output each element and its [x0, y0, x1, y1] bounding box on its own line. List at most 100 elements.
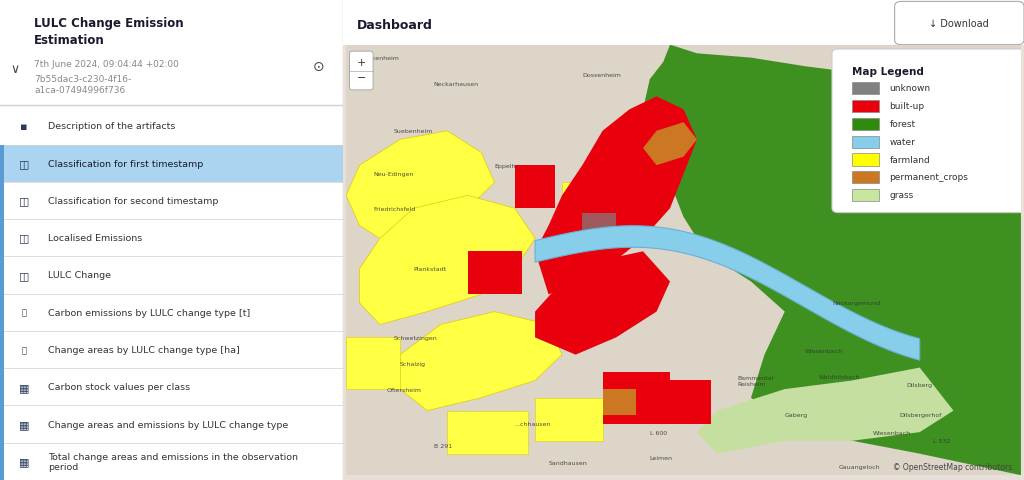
Text: L 532: L 532 [933, 438, 950, 444]
Polygon shape [643, 46, 1021, 475]
Text: © OpenStreetMap contributors.: © OpenStreetMap contributors. [893, 462, 1014, 471]
Text: Dashboard: Dashboard [356, 19, 432, 32]
Text: Carbon stock values per class: Carbon stock values per class [48, 383, 190, 392]
Polygon shape [346, 132, 495, 239]
Text: ◫: ◫ [18, 233, 30, 243]
Bar [852, 154, 880, 166]
Text: unknown: unknown [889, 84, 931, 93]
Polygon shape [562, 252, 643, 325]
Bar [468, 252, 521, 295]
Bar [852, 136, 880, 148]
Bar [602, 372, 670, 424]
Text: +: + [357, 58, 367, 68]
Text: grass: grass [889, 191, 913, 200]
Bar [852, 83, 880, 95]
Text: Sandhausen: Sandhausen [549, 460, 588, 465]
Text: Oftersheim: Oftersheim [387, 387, 422, 392]
Text: 7b55dac3-c230-4f16-
a1ca-07494996f736: 7b55dac3-c230-4f16- a1ca-07494996f736 [35, 74, 131, 95]
Text: Plankstadt: Plankstadt [414, 266, 446, 272]
FancyBboxPatch shape [0, 369, 4, 406]
Text: ...chhausen: ...chhausen [515, 421, 551, 426]
Polygon shape [536, 97, 697, 295]
Polygon shape [697, 368, 953, 454]
Text: Schwetzingen: Schwetzingen [393, 335, 437, 340]
Text: Schalzig: Schalzig [400, 361, 426, 366]
Bar [346, 338, 400, 389]
Text: farmland: farmland [889, 155, 930, 164]
Polygon shape [536, 226, 920, 360]
Text: Waldhilsbach: Waldhilsbach [818, 374, 860, 379]
Text: ▦: ▦ [18, 382, 30, 392]
Polygon shape [536, 252, 670, 355]
Bar [852, 101, 880, 113]
Text: −: − [357, 73, 367, 83]
Bar [656, 381, 711, 424]
Text: ▦: ▦ [18, 456, 30, 467]
Text: Friedrichsfeld: Friedrichsfeld [373, 206, 416, 211]
Bar [602, 389, 636, 415]
Bar [536, 398, 602, 441]
Bar [562, 183, 616, 217]
FancyBboxPatch shape [0, 0, 343, 106]
Polygon shape [400, 312, 562, 411]
Text: Tieckenheim: Tieckenheim [359, 56, 399, 61]
FancyBboxPatch shape [0, 182, 4, 220]
Text: LULC Change Emission
Estimation: LULC Change Emission Estimation [35, 17, 184, 47]
Text: L 600: L 600 [650, 430, 667, 435]
Bar [583, 213, 616, 239]
Text: ▪: ▪ [20, 121, 28, 132]
Text: Localised Emissions: Localised Emissions [48, 234, 142, 243]
Text: 7th June 2024, 09:04:44 +02:00: 7th June 2024, 09:04:44 +02:00 [35, 60, 179, 69]
Text: ◫: ◫ [18, 196, 30, 206]
FancyBboxPatch shape [0, 257, 4, 294]
Text: ◫: ◫ [18, 270, 30, 280]
Text: Neckarhausen: Neckarhausen [434, 82, 479, 87]
Text: Bammental
Reisheim: Bammental Reisheim [737, 375, 774, 386]
Text: water: water [889, 137, 915, 146]
Text: ∨: ∨ [10, 62, 19, 75]
Text: Total change areas and emissions in the observation
period: Total change areas and emissions in the … [48, 452, 298, 471]
Text: Leimen: Leimen [650, 456, 673, 460]
Text: permanent_crops: permanent_crops [889, 173, 969, 182]
FancyBboxPatch shape [0, 145, 343, 182]
Text: Classification for second timestamp: Classification for second timestamp [48, 196, 218, 205]
Text: built-up: built-up [889, 102, 925, 111]
Text: Gauangeloch: Gauangeloch [839, 464, 881, 469]
Text: Wilhelmsfeld: Wilhelmsfeld [940, 52, 980, 57]
Text: Suebenheim: Suebenheim [393, 129, 433, 134]
Text: Change areas and emissions by LULC change type: Change areas and emissions by LULC chang… [48, 420, 289, 429]
Bar [515, 166, 555, 209]
Text: ⬛: ⬛ [22, 308, 27, 317]
FancyBboxPatch shape [0, 443, 4, 480]
FancyBboxPatch shape [0, 220, 4, 257]
FancyBboxPatch shape [895, 2, 1024, 46]
Text: Gaberg: Gaberg [784, 413, 808, 418]
Polygon shape [359, 196, 536, 325]
Text: ⊙: ⊙ [313, 60, 325, 74]
FancyBboxPatch shape [831, 50, 1024, 213]
FancyBboxPatch shape [0, 331, 4, 369]
Bar [852, 172, 880, 184]
Text: Map Legend: Map Legend [852, 67, 924, 77]
Text: Carbon emissions by LULC change type [t]: Carbon emissions by LULC change type [t] [48, 308, 250, 317]
Polygon shape [643, 123, 697, 166]
Text: Change areas by LULC change type [ha]: Change areas by LULC change type [ha] [48, 345, 240, 354]
Text: LULC Change: LULC Change [48, 271, 111, 280]
Text: Wiesenbach: Wiesenbach [872, 430, 910, 435]
Text: Eppelh...: Eppelh... [495, 163, 522, 168]
Text: Wiesenbach: Wiesenbach [805, 348, 843, 353]
FancyBboxPatch shape [0, 145, 4, 182]
Text: Classification for first timestamp: Classification for first timestamp [48, 159, 204, 168]
Bar [447, 411, 528, 454]
Text: ◫: ◫ [18, 159, 30, 169]
Text: Dilsbergerhof: Dilsbergerhof [899, 413, 942, 418]
Bar [852, 119, 880, 131]
Text: Description of the artifacts: Description of the artifacts [48, 122, 175, 131]
FancyBboxPatch shape [349, 52, 373, 91]
Text: Neu-Edingen: Neu-Edingen [373, 172, 414, 177]
Text: ▦: ▦ [18, 419, 30, 429]
Text: forest: forest [889, 120, 915, 129]
Text: Neckargemund: Neckargemund [831, 301, 880, 306]
Text: B 291: B 291 [434, 443, 452, 448]
Text: Dilsberg: Dilsberg [906, 383, 932, 387]
